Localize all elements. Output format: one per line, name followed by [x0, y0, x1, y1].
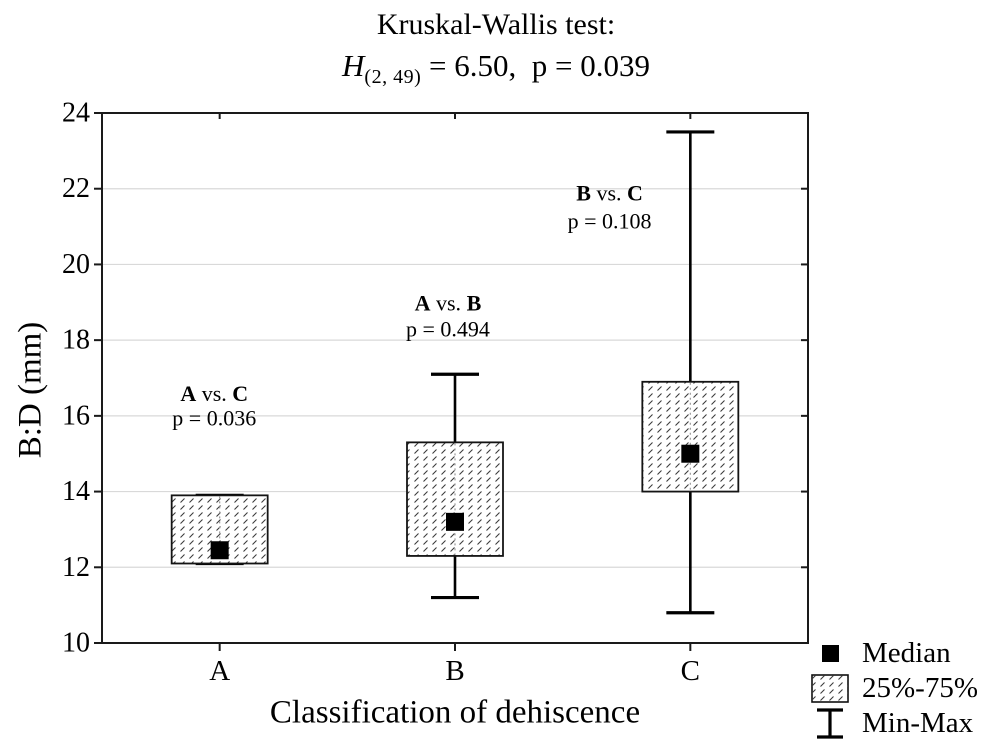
svg-text:p = 0.494: p = 0.494 [406, 316, 490, 341]
stat-h-symbol: H [342, 47, 365, 83]
svg-text:B: B [445, 655, 464, 687]
svg-text:C: C [681, 655, 700, 687]
stat-value-text: = 6.50, p = 0.039 [421, 47, 650, 83]
x-axis-title: Classification of dehiscence [269, 694, 641, 731]
legend-label-iqr: 25%-75% [862, 672, 978, 704]
legend: Median 25%-75% [804, 636, 978, 741]
svg-text:16: 16 [62, 400, 90, 431]
svg-text:B vs. C: B vs. C [576, 180, 643, 205]
svg-text:p = 0.036: p = 0.036 [172, 405, 256, 430]
iqr-hatch-box-icon [804, 674, 856, 703]
y-axis-title: B:D (mm) [12, 321, 49, 459]
svg-text:A vs. C: A vs. C [180, 381, 248, 406]
stat-h-subscript: (2, 49) [364, 65, 422, 88]
legend-item-minmax: Min-Max [804, 706, 978, 741]
svg-text:20: 20 [62, 249, 90, 280]
svg-text:A vs. B: A vs. B [415, 290, 482, 315]
svg-text:22: 22 [62, 173, 90, 204]
svg-text:p = 0.108: p = 0.108 [568, 208, 652, 233]
svg-text:A: A [209, 655, 230, 687]
chart-title: Kruskal-Wallis test: H(2, 49) = 6.50, p … [0, 6, 992, 90]
title-line1: Kruskal-Wallis test: [376, 8, 616, 41]
min-max-whisker-icon [804, 706, 856, 741]
legend-item-median: Median [804, 636, 978, 671]
title-line2-statistic: H(2, 49) = 6.50, p = 0.039 [0, 47, 992, 90]
legend-label-minmax: Min-Max [862, 707, 974, 739]
svg-text:24: 24 [62, 98, 90, 129]
legend-item-iqr: 25%-75% [804, 671, 978, 706]
median-square-icon [804, 645, 856, 662]
svg-text:18: 18 [62, 325, 90, 356]
svg-text:10: 10 [62, 628, 90, 659]
legend-label-median: Median [862, 637, 951, 669]
svg-text:14: 14 [62, 476, 90, 507]
svg-text:12: 12 [62, 552, 90, 583]
